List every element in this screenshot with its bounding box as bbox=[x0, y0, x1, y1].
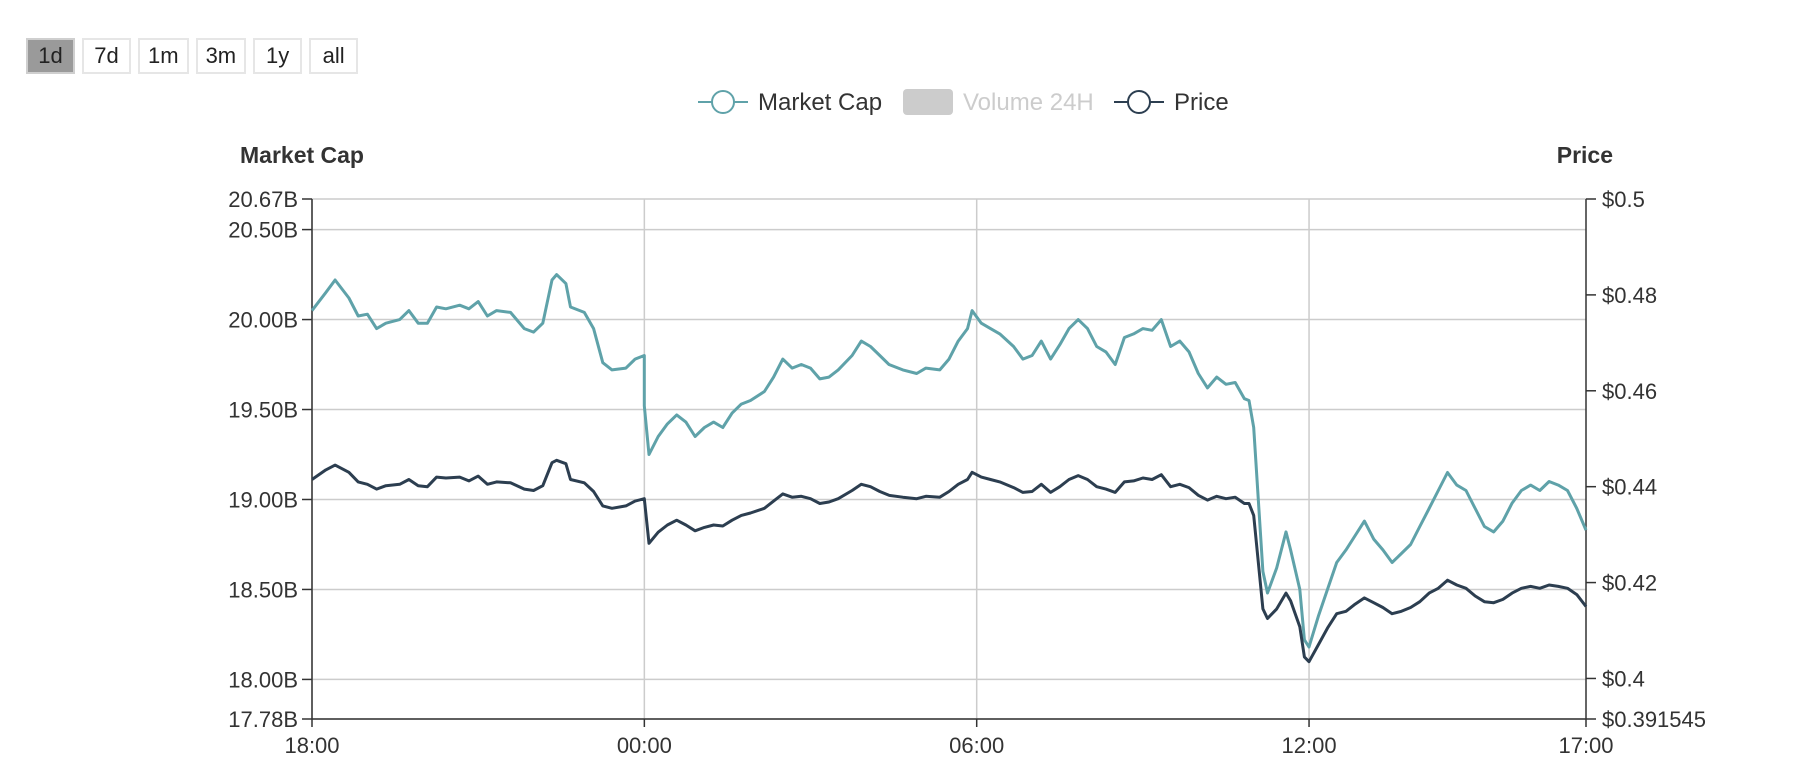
right-tick-label: $0.5 bbox=[1602, 187, 1645, 212]
left-tick-label: 19.00B bbox=[228, 487, 298, 512]
series-line-market-cap bbox=[310, 273, 1588, 649]
legend-marker-price bbox=[1127, 90, 1151, 114]
left-tick-label: 19.50B bbox=[228, 398, 298, 423]
left-tick-label: 20.67B bbox=[228, 187, 298, 212]
legend-item-price[interactable]: Price bbox=[1114, 89, 1229, 116]
left-axis-title: Market Cap bbox=[240, 142, 364, 168]
legend-label-market-cap: Market Cap bbox=[758, 89, 882, 116]
right-tick-label: $0.44 bbox=[1602, 475, 1657, 500]
legend-marker-market-cap bbox=[711, 90, 735, 114]
x-tick-label: 18:00 bbox=[284, 733, 339, 758]
right-axis-title: Price bbox=[1557, 142, 1613, 168]
axes: 20.67B 20.50B 20.00B 19.50B 19.00B 18.50B 18.0… bbox=[228, 187, 1706, 758]
legend-label-volume-24h: Volume 24H bbox=[963, 89, 1094, 116]
legend-marker-volume-24h bbox=[903, 89, 953, 115]
right-tick-label: $0.48 bbox=[1602, 283, 1657, 308]
left-tick-label: 18.50B bbox=[228, 577, 298, 602]
left-tick-label: 20.00B bbox=[228, 308, 298, 333]
left-tick-label: 18.00B bbox=[228, 667, 298, 692]
range-selector: 1d 7d 1m 3m 1y all bbox=[26, 38, 359, 74]
range-button-1d[interactable]: 1d bbox=[26, 38, 75, 74]
left-tick-label: 20.50B bbox=[228, 218, 298, 243]
right-tick-label: $0.46 bbox=[1602, 379, 1657, 404]
grid bbox=[311, 198, 1586, 720]
range-button-3m[interactable]: 3m bbox=[195, 38, 247, 74]
right-tick-label: $0.4 bbox=[1602, 666, 1645, 691]
left-tick-label: 17.78B bbox=[228, 707, 298, 732]
x-tick-label: 06:00 bbox=[949, 733, 1004, 758]
legend-item-market-cap[interactable]: Market Cap bbox=[698, 89, 882, 116]
series bbox=[310, 273, 1588, 664]
range-button-7d[interactable]: 7d bbox=[82, 38, 131, 74]
range-button-1m[interactable]: 1m bbox=[138, 38, 189, 74]
right-tick-label: $0.391545 bbox=[1602, 707, 1706, 732]
legend-item-volume-24h[interactable]: Volume 24H bbox=[903, 89, 1094, 116]
x-tick-label: 12:00 bbox=[1282, 733, 1337, 758]
legend: Market Cap Volume 24H Price bbox=[698, 89, 1229, 116]
series-line-price bbox=[311, 458, 1588, 664]
x-tick-label: 17:00 bbox=[1558, 733, 1613, 758]
range-button-all[interactable]: all bbox=[309, 38, 359, 74]
range-button-1y[interactable]: 1y bbox=[253, 38, 303, 74]
legend-label-price: Price bbox=[1174, 89, 1229, 116]
right-tick-label: $0.42 bbox=[1602, 571, 1657, 596]
x-tick-label: 00:00 bbox=[617, 733, 672, 758]
